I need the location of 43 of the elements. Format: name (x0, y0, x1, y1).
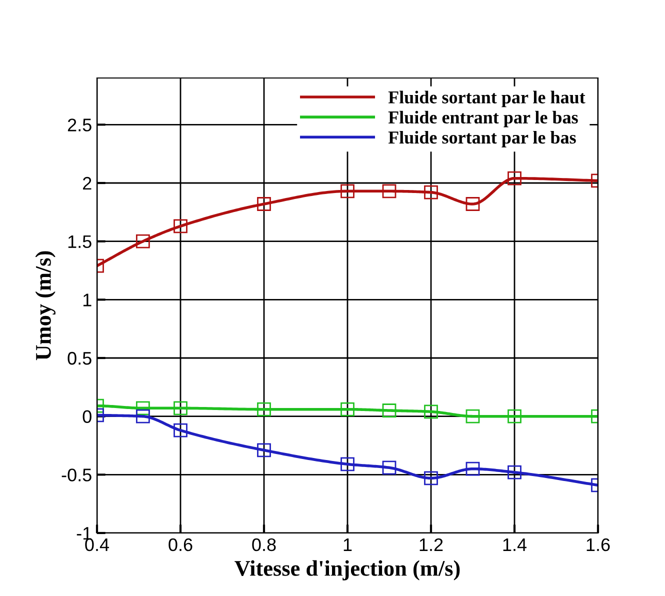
x-tick-label: 1.2 (420, 538, 443, 551)
point (466, 462, 480, 476)
point (257, 402, 271, 416)
point (174, 401, 188, 416)
x-tick-label: 1.6 (586, 538, 610, 552)
point (424, 404, 438, 419)
y-tick-label: 1.5 (68, 235, 92, 248)
x-tick-label: 0.8 (252, 538, 276, 552)
point (174, 423, 188, 438)
legend-label: Fluide sortant par le bas (388, 130, 576, 148)
point (136, 234, 150, 248)
point (382, 404, 396, 418)
x-tick-label: 0.4 (85, 538, 110, 552)
point (174, 219, 188, 234)
x-tick-label: 0.6 (168, 538, 192, 552)
point (340, 184, 354, 198)
point (508, 465, 522, 480)
point (424, 471, 438, 486)
point (508, 171, 522, 186)
point (257, 443, 271, 458)
y-tick-label: 2 (83, 176, 92, 190)
x-tick-label: 1.4 (503, 538, 527, 551)
point (382, 184, 396, 198)
point (257, 197, 271, 211)
point (466, 197, 480, 211)
point (136, 409, 150, 424)
point (382, 460, 396, 475)
x-axis-title: Vitesse d'injection (m/s) (234, 560, 460, 580)
y-tick-label: 1 (83, 294, 92, 306)
y-tick-label: 0.5 (68, 352, 92, 365)
x-tick-label: 1 (344, 538, 352, 551)
y-tick-label: -0.5 (62, 468, 92, 482)
legend-label: Fluide entrant par le bas (388, 110, 578, 128)
legend-label: Fluide sortant par le haut (388, 90, 586, 108)
point (340, 457, 354, 472)
point (136, 401, 150, 416)
y-tick-label: 0 (82, 410, 92, 424)
point (340, 402, 354, 416)
point (424, 185, 438, 200)
point (508, 409, 522, 424)
point (466, 409, 480, 424)
y-tick-label: 2.5 (68, 118, 92, 132)
y-axis-title: Umoy (m/s) (35, 251, 56, 360)
